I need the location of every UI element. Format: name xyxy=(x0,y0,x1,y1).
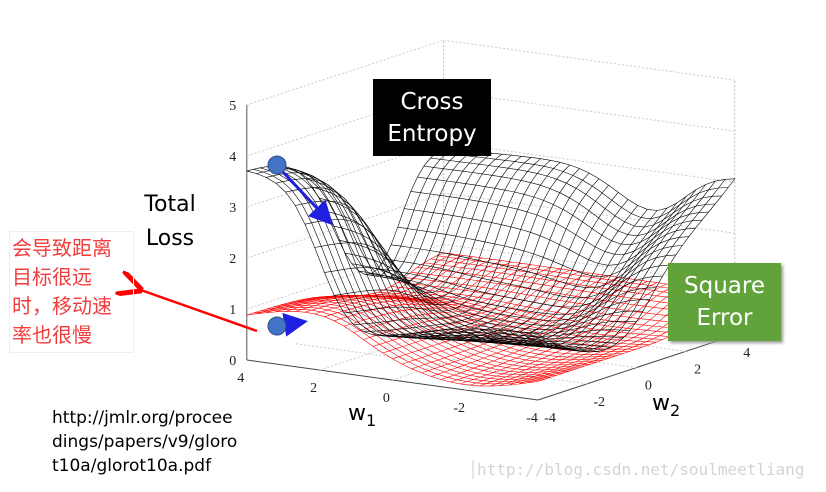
grid-line xyxy=(319,304,517,371)
mesh-ce-line xyxy=(417,176,709,246)
mesh-ce-line xyxy=(318,197,611,348)
mesh-se-line xyxy=(246,252,444,316)
z-tick-label: 3 xyxy=(229,201,236,216)
grid-line xyxy=(443,39,735,81)
w1-tick-label: 0 xyxy=(383,391,390,406)
w1-tick-label: 4 xyxy=(237,371,244,386)
axis-ticks: 0 1 2 3 4 5 4 2 0 -2 -4 -4 -2 0 2 4 xyxy=(229,99,750,426)
mesh-ce-line xyxy=(304,153,502,289)
grid-line xyxy=(246,39,444,106)
grid-line xyxy=(465,324,663,391)
z-tick-label: 1 xyxy=(229,303,236,318)
mesh-se-line xyxy=(295,259,493,312)
grid-line xyxy=(443,90,735,132)
grid-line xyxy=(246,243,444,310)
cross-entropy-surface xyxy=(246,147,736,353)
z-tick-label: 2 xyxy=(229,252,236,267)
mesh-ce-line xyxy=(275,150,473,280)
total-loss-label: Total Loss xyxy=(144,192,196,251)
w2-axis-label: w2 xyxy=(652,391,680,420)
w2-tick-label: -2 xyxy=(593,395,605,410)
w1-tick-label: -2 xyxy=(453,401,465,416)
mesh-ce-line xyxy=(436,151,729,220)
w2-tick-label: 4 xyxy=(743,346,750,361)
mesh-ce-line xyxy=(479,202,677,347)
cross-entropy-label: Cross Entropy xyxy=(373,79,491,156)
mesh-ce-line xyxy=(450,209,648,344)
z-tick-label: 0 xyxy=(229,354,236,369)
z-tick-label: 5 xyxy=(229,99,236,114)
mesh-se-line xyxy=(410,271,703,314)
mesh-ce-line xyxy=(314,154,512,294)
w1-tick-label: -4 xyxy=(526,411,538,426)
mesh-ce-line xyxy=(285,151,483,283)
mesh-se-line xyxy=(417,267,709,309)
square-error-surface xyxy=(246,252,735,387)
point-cross-entropy xyxy=(267,155,287,175)
w2-tick-label: 2 xyxy=(694,362,701,377)
w2-tick-label: -4 xyxy=(544,411,556,426)
mesh-ce-line xyxy=(423,165,716,237)
z-tick-label: 4 xyxy=(229,150,236,165)
w1-axis-label: w1 xyxy=(348,401,376,430)
grid-line xyxy=(443,192,735,234)
mesh-se-line xyxy=(404,277,696,320)
mesh-ce-line xyxy=(410,191,703,255)
mesh-se-line xyxy=(423,262,716,304)
w1-tick-label: 2 xyxy=(310,381,317,396)
w2-tick-label: 0 xyxy=(645,379,652,394)
gradient-arrow-cross-entropy xyxy=(281,170,334,226)
grid-line xyxy=(394,310,686,352)
point-square-error xyxy=(267,316,287,336)
annotation-arrow xyxy=(138,289,258,333)
grid-line xyxy=(246,192,444,259)
mesh-ce-line xyxy=(256,148,454,277)
mesh-ce-line xyxy=(443,147,735,211)
grid-line xyxy=(443,141,735,183)
grid-line xyxy=(392,314,590,381)
mesh-ce-line xyxy=(489,196,687,348)
square-error-label: Square Error xyxy=(668,263,781,341)
source-url: http://jmlr.org/procee dings/papers/v9/gl… xyxy=(52,408,238,476)
mesh-ce-line xyxy=(266,149,464,278)
mesh-ce-line xyxy=(430,157,722,228)
chinese-annotation: 会导致距离 目标很远 时，移动速 率也很慢 xyxy=(9,231,134,353)
mesh-ce-line xyxy=(431,199,629,343)
watermark: http://blog.csdn.net/soulmeetliang xyxy=(472,460,805,479)
